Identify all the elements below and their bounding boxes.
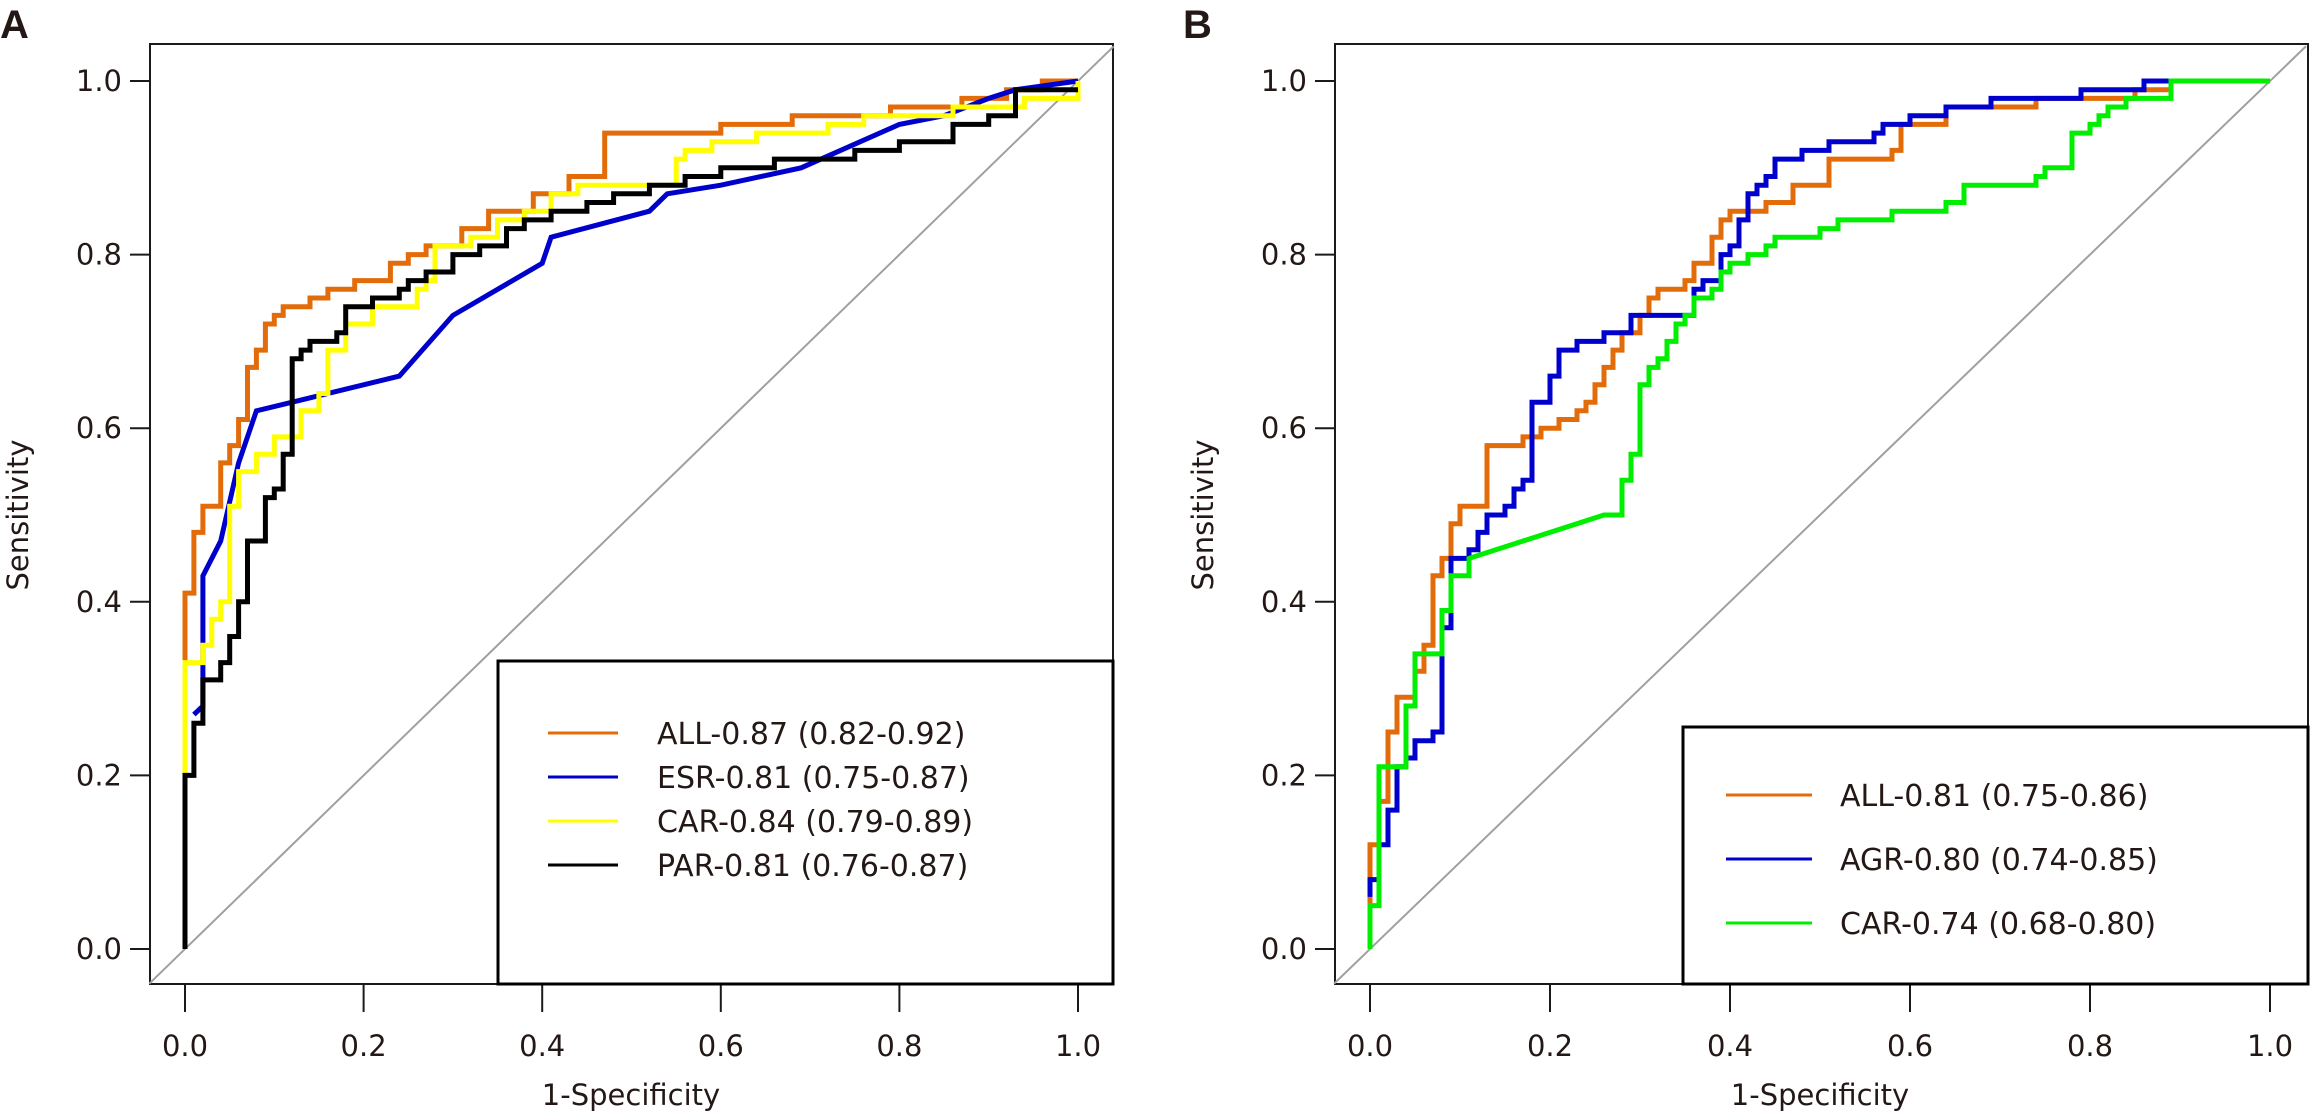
x-tick-label: 0.8 [876,1029,922,1063]
x-tick-label: 0.2 [1527,1029,1573,1063]
legend-label-car: CAR-0.74 (0.68-0.80) [1840,907,2156,942]
roc-curve-car-a [182,81,1081,776]
roc-curves-b [1367,78,2270,949]
y-tick-label: 0.4 [76,585,122,619]
roc-curve-agr-b [1367,78,2171,897]
x-tick-label: 1.0 [2247,1029,2293,1063]
y-tick-label: 0.6 [76,411,122,445]
roc-curve-par-a [182,87,1078,949]
y-tick-label: 0.2 [76,758,122,792]
y-axis-title-a: Sensitivity [1,440,35,591]
y-tick-label: 0.0 [76,932,122,966]
roc-curve-car-b [1367,78,2270,949]
x-tick-label: 0.0 [1347,1029,1393,1063]
panel-label-b: B [1183,3,1212,47]
x-axis-title-a: 1-Specificity [542,1078,720,1112]
legend-b: ALL-0.81 (0.75-0.86) AGR-0.80 (0.74-0.85)… [1726,779,2158,942]
y-axis-a: 0.0 0.2 0.4 0.6 0.8 1.0 [76,64,150,966]
y-tick-label: 0.2 [1261,758,1307,792]
y-axis-title-b: Sensitivity [1186,440,1220,591]
x-tick-label: 0.4 [1707,1029,1753,1063]
legend-label-esr: ESR-0.81 (0.75-0.87) [657,761,970,796]
x-tick-label: 0.0 [162,1029,208,1063]
reference-diagonal-b [1333,45,2307,985]
y-tick-label: 0.4 [1261,585,1307,619]
legend-box-b [1681,725,2310,986]
x-axis-b: 0.0 0.2 0.4 0.6 0.8 1.0 [1347,984,2293,1063]
panel-b: B 0.00.20.40.60.81.0 0.0 0.2 0.4 0.6 0.8 1.0 … [1183,3,2310,1112]
legend-label-all: ALL-0.87 (0.82-0.92) [657,717,965,752]
roc-curve-esr-a [192,78,1079,717]
y-tick-label: 0.8 [76,238,122,272]
reference-diagonal-a [148,45,1115,985]
roc-curve-all-b [1367,78,2270,906]
roc-curve-all-a [182,78,1078,663]
legend-label-par: PAR-0.81 (0.76-0.87) [657,849,968,884]
y-tick-label: 1.0 [1261,64,1307,98]
y-axis-b: 0.0 0.2 0.4 0.6 0.8 1.0 [1261,64,1335,966]
x-tick-label: 0.8 [2067,1029,2113,1063]
x-tick-label: 1.0 [1055,1029,1101,1063]
y-tick-label: 1.0 [76,64,122,98]
roc-curves-a [182,78,1081,949]
x-tick-label: 0.6 [1887,1029,1933,1063]
panel-a: A 0.00.20.40.60.81.0 0.0 0.2 0.4 0.6 0.8 1.0 … [0,3,1115,1112]
x-tick-label: 0.6 [698,1029,744,1063]
x-axis-title-b: 1-Specificity [1731,1078,1909,1112]
legend-label-car: CAR-0.84 (0.79-0.89) [657,805,973,840]
panel-label-a: A [0,3,29,47]
legend-label-agr: AGR-0.80 (0.74-0.85) [1840,843,2158,878]
x-axis-a: 0.0 0.2 0.4 0.6 0.8 1.0 [162,984,1101,1063]
legend-label-all: ALL-0.81 (0.75-0.86) [1840,779,2148,814]
y-tick-label: 0.8 [1261,238,1307,272]
y-tick-label: 0.6 [1261,411,1307,445]
x-tick-label: 0.4 [519,1029,565,1063]
legend-a: ALL-0.87 (0.82-0.92) ESR-0.81 (0.75-0.87)… [548,717,973,884]
x-tick-label: 0.2 [341,1029,387,1063]
y-tick-label: 0.0 [1261,932,1307,966]
